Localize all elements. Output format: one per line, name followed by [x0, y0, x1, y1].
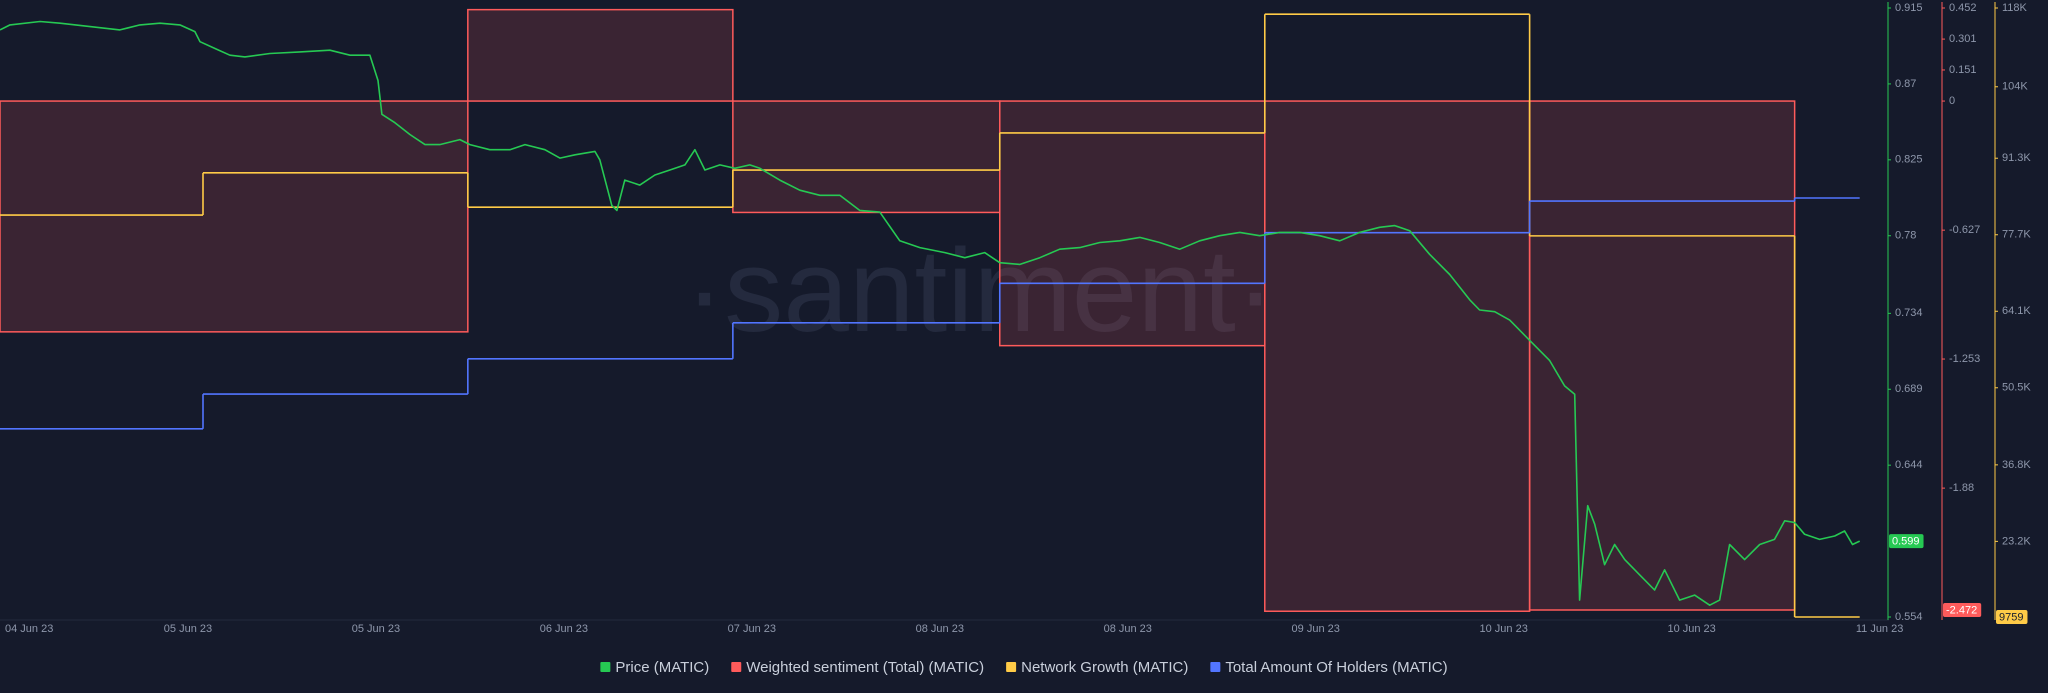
- legend-swatch: [1210, 662, 1221, 672]
- x-tick-label: 07 Jun 23: [728, 623, 776, 635]
- y-tick-label: -0.627: [1949, 224, 1980, 236]
- x-tick-label: 05 Jun 23: [352, 623, 400, 635]
- y-tick-label: 0.825: [1895, 154, 1923, 166]
- y-tick-label: 0.915: [1895, 2, 1923, 14]
- legend-swatch: [1006, 662, 1017, 672]
- y-tick-label: 0.554: [1895, 611, 1923, 623]
- legend-label: Total Amount Of Holders (MATIC): [1225, 659, 1447, 676]
- sentiment-area: [0, 100, 469, 333]
- badge-bg: [1996, 610, 2028, 624]
- y-tick-label: 91.3K: [2002, 152, 2031, 164]
- sentiment-area: [467, 8, 734, 102]
- series-layer: [0, 20, 1861, 606]
- sentiment-area: [732, 100, 1001, 214]
- watermark: ·santiment·: [685, 225, 1275, 357]
- y-tick-label: 0.301: [1949, 33, 1977, 45]
- y-tick-label: 0.734: [1895, 307, 1923, 319]
- y-tick-label: 50.5K: [2002, 382, 2031, 394]
- legend-label: Price (MATIC): [615, 659, 709, 676]
- x-tick-label: 10 Jun 23: [1480, 623, 1528, 635]
- x-tick-label: 08 Jun 23: [916, 623, 964, 635]
- x-tick-label: 11 Jun 23: [1856, 623, 1904, 635]
- y-tick-label: 64.1K: [2002, 305, 2031, 317]
- y-tick-label: 36.8K: [2002, 459, 2031, 471]
- legend: Price (MATIC) Weighted sentiment (Total) …: [600, 659, 1448, 676]
- y-tick-label: 0.644: [1895, 459, 1923, 471]
- x-tick-label: 10 Jun 23: [1667, 623, 1715, 635]
- y-tick-label: 104K: [2002, 81, 2028, 93]
- y-tick-label: 0.78: [1895, 230, 1916, 242]
- y-tick-label: 118K: [2002, 2, 2028, 14]
- sentiment-area: [1264, 100, 1531, 612]
- x-tick-label: 06 Jun 23: [540, 623, 588, 635]
- price-line: [0, 20, 1861, 606]
- x-tick-label: 08 Jun 23: [1104, 623, 1152, 635]
- sentiment-area: [1528, 100, 1796, 611]
- y-tick-label: 77.7K: [2002, 229, 2031, 241]
- y-tick-label: 0.151: [1949, 64, 1977, 76]
- last-value-badge: 0.599: [1889, 534, 1924, 549]
- legend-label: Network Growth (MATIC): [1021, 659, 1188, 676]
- legend-label: Weighted sentiment (Total) (MATIC): [746, 659, 984, 676]
- x-tick-label: 09 Jun 23: [1292, 623, 1340, 635]
- y-tick-label: 23.2K: [2002, 535, 2031, 547]
- sentiment-area: [999, 100, 1266, 347]
- last-value-label: 9759: [1999, 611, 2023, 623]
- badge-bg: [1943, 603, 1982, 617]
- last-value-label: 0.599: [1892, 535, 1920, 547]
- y-tick-label: -1.88: [1949, 482, 1974, 494]
- series-layer: [0, 8, 1860, 618]
- y-tick-label: 0.452: [1949, 2, 1977, 14]
- y-tick-label: 0.87: [1895, 78, 1916, 90]
- badge-bg: [1889, 534, 1924, 549]
- last-value-badge: -2.472: [1943, 603, 1982, 617]
- x-tick-label: 05 Jun 23: [164, 623, 212, 635]
- y-tick-label: 0.689: [1895, 383, 1923, 395]
- legend-swatch: [731, 662, 742, 672]
- y-tick-label: -1.253: [1949, 353, 1980, 365]
- legend-swatch: [600, 662, 611, 672]
- last-value-label: -2.472: [1946, 604, 1977, 616]
- x-tick-label: 04 Jun 23: [5, 623, 53, 635]
- y-tick-label: 0: [1949, 95, 1955, 107]
- last-value-badge: 9759: [1996, 610, 2028, 624]
